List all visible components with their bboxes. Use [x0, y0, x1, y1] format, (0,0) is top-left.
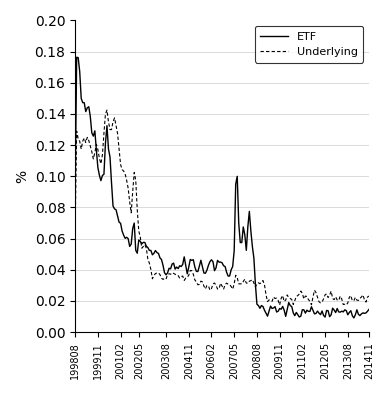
Underlying	[229, 284, 233, 289]
Underlying	[105, 108, 109, 112]
ETF	[74, 55, 79, 59]
Underlying	[89, 149, 94, 154]
Underlying	[367, 294, 371, 298]
ETF	[336, 310, 341, 314]
ETF	[73, 190, 77, 194]
ETF	[306, 309, 311, 314]
Legend: ETF, Underlying: ETF, Underlying	[255, 26, 363, 63]
ETF	[326, 309, 330, 313]
Line: ETF: ETF	[75, 57, 369, 318]
ETF	[367, 307, 371, 312]
ETF	[91, 134, 96, 139]
Line: Underlying: Underlying	[75, 110, 369, 305]
ETF	[352, 316, 356, 320]
Underlying	[277, 303, 282, 307]
Underlying	[153, 271, 158, 276]
Underlying	[308, 299, 312, 304]
Underlying	[327, 293, 332, 297]
Underlying	[73, 225, 77, 229]
Underlying	[338, 294, 343, 299]
Y-axis label: %: %	[15, 170, 29, 183]
ETF	[229, 268, 233, 272]
ETF	[153, 248, 158, 253]
